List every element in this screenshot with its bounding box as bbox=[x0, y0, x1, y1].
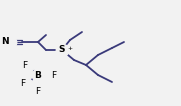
Text: F: F bbox=[51, 70, 56, 80]
Text: S: S bbox=[59, 45, 65, 54]
Text: F: F bbox=[35, 87, 41, 96]
Text: N: N bbox=[1, 38, 9, 47]
Text: F: F bbox=[22, 61, 27, 70]
Text: B: B bbox=[35, 70, 41, 80]
Text: +: + bbox=[67, 46, 72, 51]
Text: F: F bbox=[20, 80, 25, 89]
